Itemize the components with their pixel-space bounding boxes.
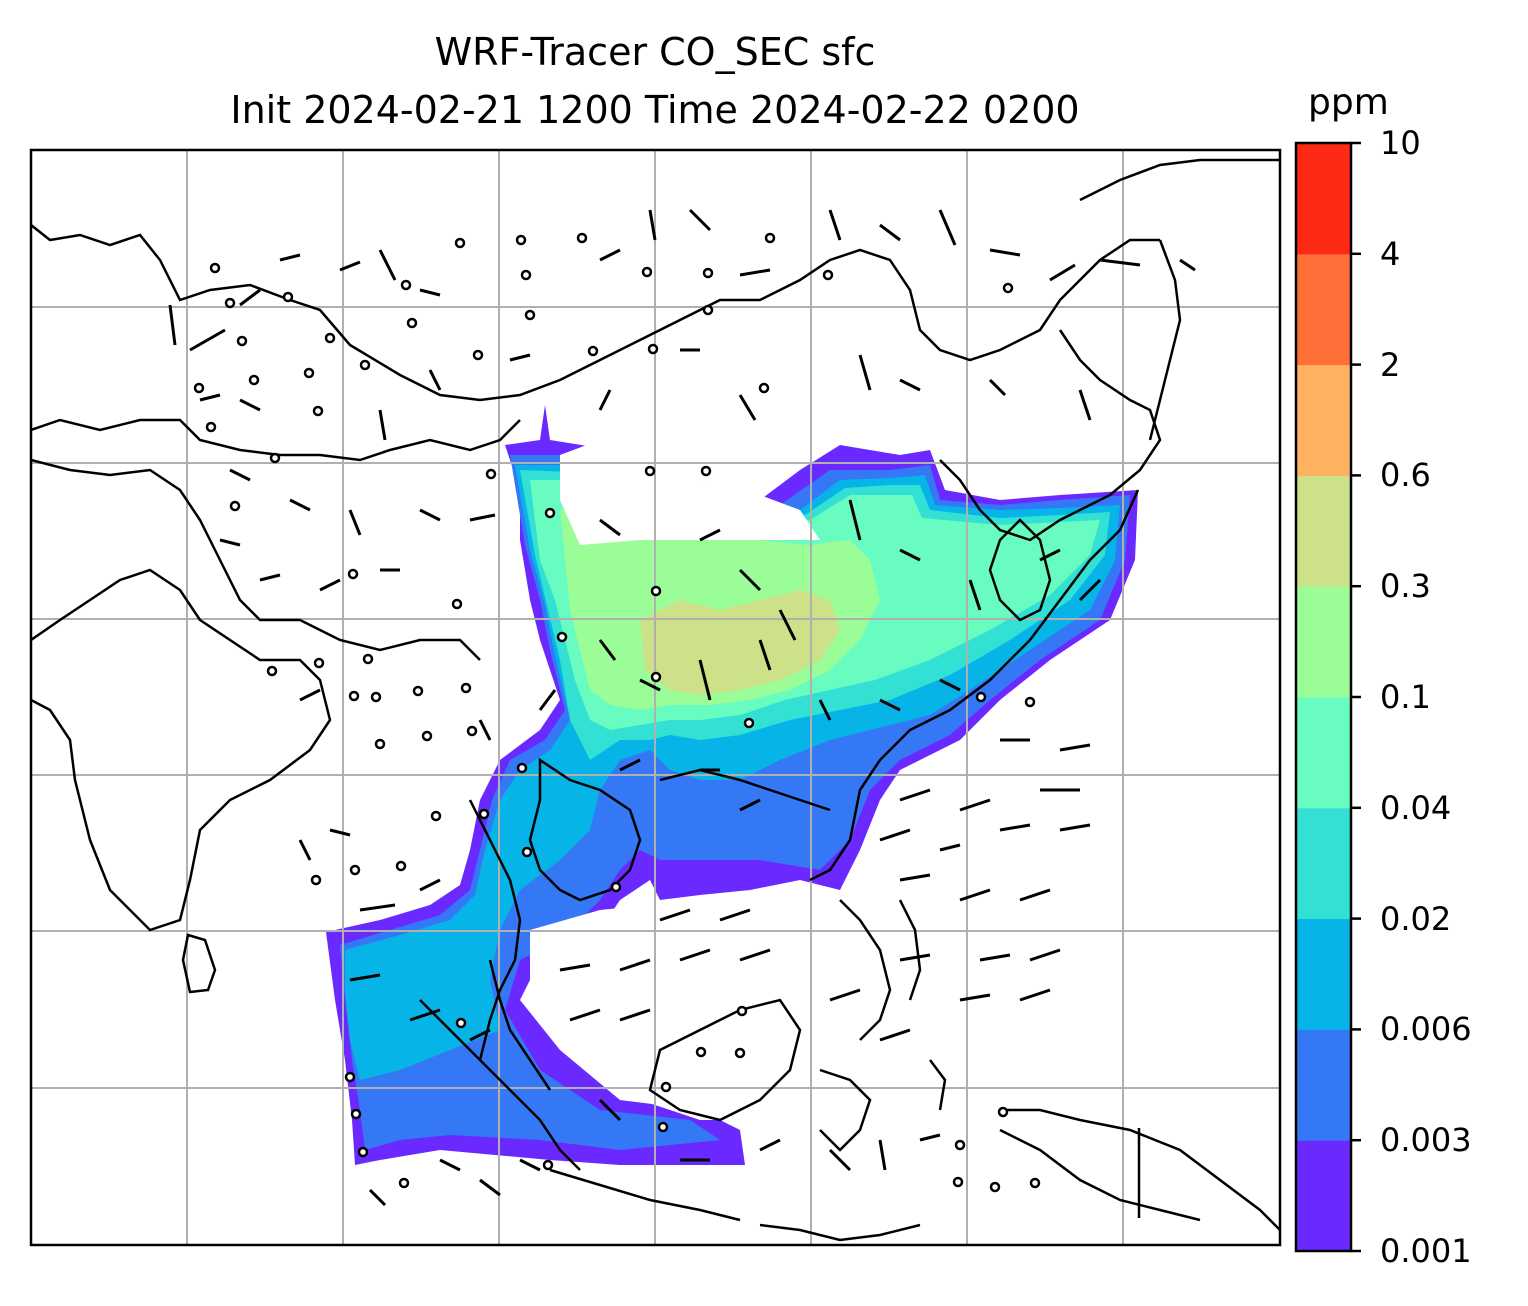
colorbar-segment (1296, 807, 1351, 920)
colorbar-segment (1296, 586, 1351, 698)
colorbar-tick-label: 0.04 (1380, 788, 1452, 827)
colorbar-tick-label: 10 (1380, 124, 1421, 162)
colorbar-segment (1296, 697, 1351, 809)
plot-title-line1: WRF-Tracer CO_SEC sfc (434, 30, 876, 74)
colorbar-segment (1296, 475, 1351, 587)
colorbar-tick-label: 0.3 (1380, 567, 1431, 606)
colorbar-unit-label: ppm (1308, 82, 1389, 123)
colorbar-tick-label: 0.1 (1380, 678, 1431, 716)
colorbar-segment (1296, 918, 1351, 1030)
plot-title-line2: Init 2024-02-21 1200 Time 2024-02-22 020… (230, 88, 1080, 132)
calm-markers (193, 232, 1041, 1193)
colorbar-segment (1296, 143, 1351, 255)
colorbar-tick-label: 0.001 (1380, 1232, 1472, 1270)
colorbar-tick-label: 0.6 (1380, 456, 1431, 495)
wind-barbs (168, 208, 1196, 1207)
colorbar-segment (1296, 1140, 1351, 1252)
colorbar-tick-label: 2 (1380, 345, 1401, 384)
colorbar-tick-label: 0.006 (1380, 1010, 1472, 1049)
colorbar (1294, 141, 1361, 1253)
tracer-field (326, 405, 1138, 1165)
colorbar-tick-label: 4 (1380, 234, 1401, 273)
colorbar-segment (1296, 364, 1351, 476)
coastlines (31, 158, 1280, 1242)
colorbar-segment (1296, 1029, 1351, 1141)
gridlines (31, 150, 1280, 1245)
colorbar-segment (1296, 253, 1351, 366)
colorbar-tick-label: 0.02 (1380, 899, 1452, 938)
tracer-layer-03 (640, 590, 840, 695)
colorbar-tick-label: 0.003 (1380, 1121, 1472, 1160)
map-frame (29, 148, 1282, 1247)
